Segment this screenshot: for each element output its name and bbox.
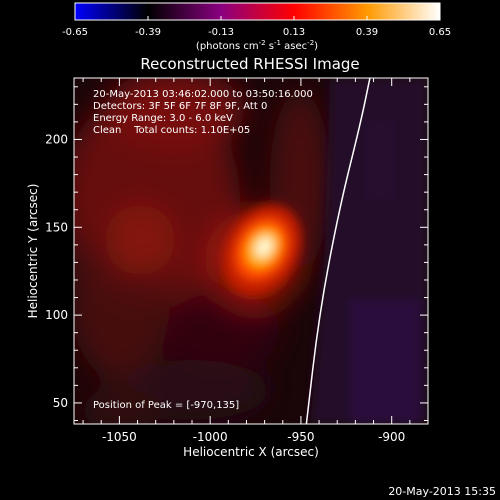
render-timestamp: 20-May-2013 15:35 xyxy=(388,485,496,498)
colorbar-tick-label: 0.13 xyxy=(283,27,305,38)
x-axis-label: Heliocentric X (arcsec) xyxy=(183,445,319,459)
rhessi-image-figure: -0.65 -0.39 -0.13 0.13 0.39 0.65 (photons cm-… xyxy=(26,2,451,459)
solar-limb-line xyxy=(305,78,371,424)
x-tick-label: -1050 xyxy=(102,430,137,444)
annotation-block: 20-May-2013 03:46:02.000 to 03:50:16.000… xyxy=(93,89,313,136)
colorbar-tick-label: 0.39 xyxy=(356,27,378,38)
colorbar-unit-label: (photons cm-2 s-1 asec-2) xyxy=(196,39,318,52)
x-tick-label: -900 xyxy=(378,430,405,444)
x-axis-ticks: -1050 -1000 -950 -900 xyxy=(82,78,429,444)
colorbar-tick-label: 0.65 xyxy=(429,27,451,38)
y-tick-label: 100 xyxy=(45,308,68,322)
colorbar-ticks: -0.65 -0.39 -0.13 0.13 0.39 0.65 xyxy=(62,16,451,38)
heatmap-image xyxy=(74,78,428,424)
annotation-detectors: Detectors: 3F 5F 6F 7F 8F 9F, Att 0 xyxy=(93,101,267,112)
y-tick-label: 150 xyxy=(45,220,68,234)
colorbar xyxy=(74,2,441,21)
colorbar-tick-label: -0.13 xyxy=(208,27,234,38)
chart-title: Reconstructed RHESSI Image xyxy=(140,55,359,73)
annotation-clean-counts: Clean Total counts: 1.10E+05 xyxy=(93,125,250,136)
x-tick-label: -1000 xyxy=(193,430,228,444)
y-tick-label: 50 xyxy=(53,396,68,410)
annotation-time-range: 20-May-2013 03:46:02.000 to 03:50:16.000 xyxy=(93,89,313,100)
colorbar-tick-label: -0.39 xyxy=(135,27,161,38)
x-tick-label: -950 xyxy=(287,430,314,444)
y-axis-label: Heliocentric Y (arcsec) xyxy=(26,184,40,319)
y-tick-label: 200 xyxy=(45,132,68,146)
colorbar-tick-label: -0.65 xyxy=(62,27,88,38)
peak-position-label: Position of Peak = [-970,135] xyxy=(93,400,239,411)
y-axis-ticks: 50 100 150 200 xyxy=(45,86,428,421)
annotation-energy-range: Energy Range: 3.0 - 6.0 keV xyxy=(93,113,233,124)
plot-frame xyxy=(73,77,429,425)
